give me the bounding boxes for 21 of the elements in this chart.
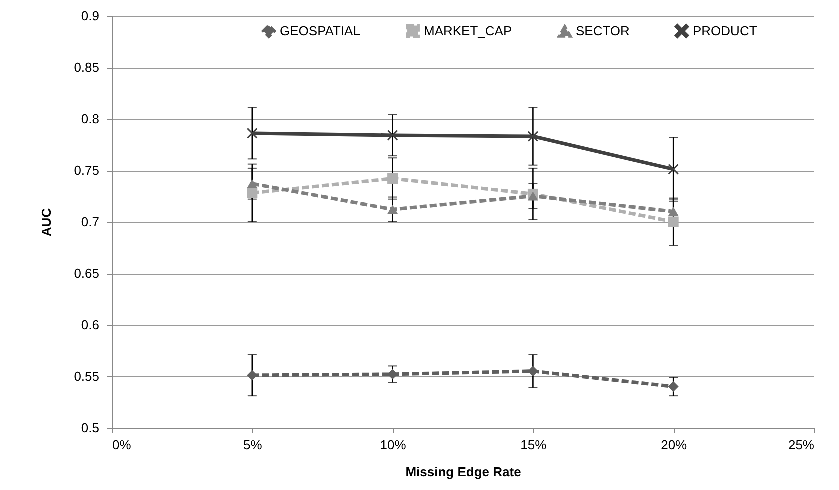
x-tick-label: 5% [244,438,263,452]
y-tick-label: 0.6 [81,318,100,332]
legend-label: GEOSPATIAL [280,23,360,38]
y-axis-title: AUC [39,208,54,237]
y-tick-label: 0.5 [81,420,100,436]
y-tick-label: 0.65 [74,266,100,281]
x-tick-label: 15% [520,438,548,452]
legend-label: SECTOR [576,24,630,39]
legend-label: PRODUCT [693,23,758,38]
legend-label: MARKET_CAP [424,23,512,38]
x-tick-label: 0% [112,438,132,452]
y-tick-label: 0.8 [81,112,100,126]
y-tick-label: 0.55 [74,369,100,384]
x-tick-label: 20% [661,438,688,452]
x-axis-title: Missing Edge Rate [406,464,522,480]
y-tick-label: 0.7 [81,214,100,230]
x-tick-label: 10% [380,438,407,452]
y-tick-label: 0.9 [81,8,100,24]
x-tick-label: 25% [788,438,815,452]
y-tick-label: 0.75 [74,163,100,178]
y-tick-label: 0.85 [74,60,100,75]
